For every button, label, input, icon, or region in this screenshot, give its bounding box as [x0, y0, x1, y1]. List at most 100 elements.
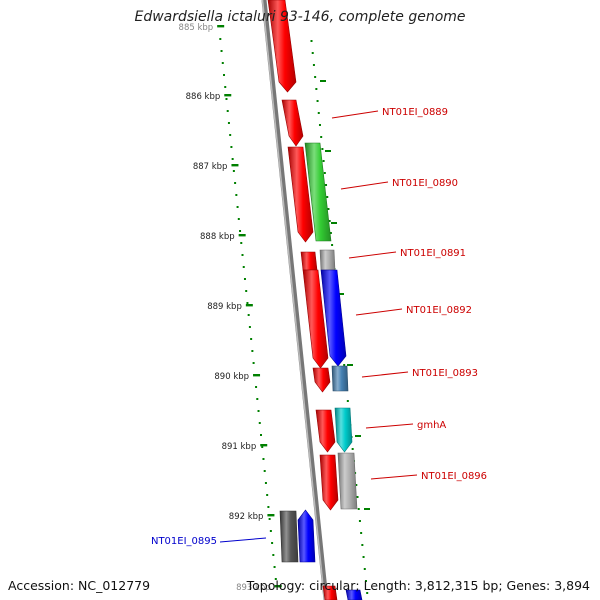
gene-arrow: [281, 99, 304, 147]
scale-dot: [237, 218, 240, 220]
genome-backbone: [261, 0, 329, 600]
gene-arrow-nt01ei-0893: [331, 365, 349, 392]
tick-label: 885 kbp: [179, 23, 214, 33]
scale-dot: [329, 232, 332, 234]
scale-tick: [245, 304, 253, 307]
scale-tick: [331, 222, 337, 224]
scale-dot: [362, 556, 365, 558]
scale-dot: [241, 254, 244, 256]
scale-dot: [234, 182, 237, 184]
scale-dot: [220, 50, 223, 52]
scale-tick: [238, 234, 246, 237]
gene-leader-line: [340, 181, 389, 190]
gene-arrow-gmha: [334, 407, 353, 453]
scale-tick: [320, 80, 326, 82]
gene-arrow: [319, 454, 339, 511]
scale-tick: [231, 164, 239, 167]
tick-label: 890 kbp: [214, 372, 249, 382]
scale-dot: [236, 206, 239, 208]
scale-dot: [251, 350, 254, 352]
scale-tick: [347, 364, 353, 366]
scale-dot: [312, 64, 315, 66]
scale-dot: [327, 208, 330, 210]
scale-dot: [229, 134, 232, 136]
scale-dot: [256, 398, 259, 400]
scale-dot: [272, 554, 275, 556]
scale-tick: [364, 508, 370, 510]
gene-label: NT01EI_0891: [400, 248, 466, 259]
scale-tick: [267, 514, 275, 517]
scale-dot: [356, 496, 359, 498]
scale-dot: [223, 74, 226, 76]
scale-dot: [252, 362, 255, 364]
gene-arrow-nt01ei-0890: [304, 142, 332, 242]
tick-label: 891 kbp: [222, 442, 257, 452]
scale-dot: [351, 448, 354, 450]
scale-dot: [326, 196, 329, 198]
scale-dot: [366, 592, 369, 594]
scale-dot: [273, 566, 276, 568]
scale-dot: [224, 86, 227, 88]
gene-label: NT01EI_0889: [382, 107, 448, 118]
scale-dot: [231, 158, 234, 160]
gene-arrow: [315, 409, 336, 453]
scale-dot: [230, 146, 233, 148]
accession-label: Accession: NC_012779: [8, 578, 151, 593]
scale-dot: [310, 40, 313, 42]
scale-dot: [323, 172, 326, 174]
gene-arrow: [267, 0, 297, 93]
scale-dot: [221, 62, 224, 64]
scale-dot: [250, 338, 253, 340]
gene-arrow-nt01ei-0896: [337, 452, 358, 510]
scale-tick: [325, 150, 331, 152]
scale-dot: [328, 220, 331, 222]
gene-arrow: [312, 367, 331, 393]
gene-leader-line: [219, 537, 267, 543]
scale-dot: [315, 88, 318, 90]
scale-dot: [247, 314, 250, 316]
gene-arrow: [345, 589, 363, 600]
tick-label: 886 kbp: [186, 92, 221, 102]
scale-dot: [317, 112, 320, 114]
scale-dot: [364, 580, 367, 582]
gene-arrow-nt01ei-0892: [320, 269, 347, 367]
scale-dot: [235, 194, 238, 196]
scale-dot: [259, 434, 262, 436]
scale-dot: [232, 170, 235, 172]
gene-arrow: [322, 585, 338, 600]
scale-dot: [269, 530, 272, 532]
page-title: Edwardsiella ictaluri 93-146, complete g…: [134, 9, 466, 25]
scale-tick: [274, 585, 282, 588]
gene-arrow-nt01ei-0891: [319, 249, 336, 271]
gene-arrow-dark: [279, 510, 299, 563]
scale-dot: [357, 508, 360, 510]
gene-leader-line: [355, 308, 403, 316]
gene-leader-line: [348, 251, 397, 259]
scale-dot: [226, 110, 229, 112]
gene-label: NT01EI_0896: [421, 471, 487, 482]
scale-dot: [263, 470, 266, 472]
scale-dot: [321, 148, 324, 150]
scale-dot: [266, 494, 269, 496]
gene-leader-line: [365, 423, 414, 429]
gene-label: NT01EI_0890: [392, 178, 458, 189]
scale-dot: [314, 76, 317, 78]
scale-tick: [253, 374, 261, 377]
scale-dot: [248, 326, 251, 328]
gene-label: NT01EI_0892: [406, 305, 472, 316]
scale-tick: [224, 94, 232, 97]
gene-leader-line: [370, 474, 418, 480]
scale-dot: [227, 122, 230, 124]
scale-dot: [318, 124, 321, 126]
scale-dot: [311, 52, 314, 54]
gene-leader-line: [331, 110, 379, 119]
gene-arrow: [300, 251, 318, 271]
scale-tick: [260, 444, 268, 447]
scale-dot: [355, 484, 358, 486]
topology-label: Topology: circular; Length: 3,812,315 bp…: [246, 578, 590, 593]
scale-dot: [246, 302, 249, 304]
scale-dot: [274, 578, 277, 580]
tick-label: 893 kbp: [236, 583, 271, 593]
scale-dot: [257, 410, 260, 412]
